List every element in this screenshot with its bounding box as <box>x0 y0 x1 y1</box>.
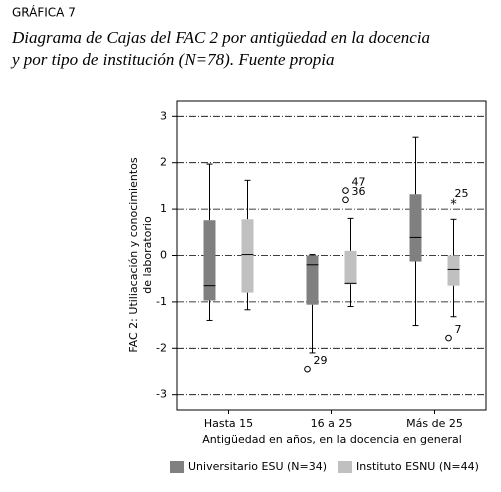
outlier-label: 25 <box>455 187 469 200</box>
outlier <box>304 365 311 373</box>
outlier <box>342 196 349 204</box>
chart-title: y por tipo de institución (N=78). Fuente… <box>10 50 334 69</box>
y-axis-label: FAC 2: Utiliacación y conocimientos <box>127 157 140 353</box>
y-tick-label: -1 <box>156 295 167 308</box>
legend-swatch <box>170 461 184 473</box>
box <box>409 194 422 262</box>
y-tick-label: 0 <box>160 249 167 262</box>
box <box>447 255 460 286</box>
outlier <box>342 187 349 194</box>
chart-title: Diagrama de Cajas del FAC 2 por antigüed… <box>11 28 430 47</box>
legend-label: Universitario ESU (N=34) <box>188 460 327 473</box>
y-tick-label: -2 <box>156 341 167 354</box>
y-tick-label: -3 <box>156 388 167 401</box>
y-tick-label: 2 <box>160 156 167 169</box>
y-tick-label: 1 <box>160 202 167 215</box>
box <box>203 220 216 301</box>
outlier <box>445 334 452 342</box>
box <box>241 219 254 293</box>
x-tick-label: 16 a 25 <box>311 417 353 430</box>
outlier-label: 7 <box>455 323 462 336</box>
plot-frame <box>176 100 487 411</box>
x-axis-label: Antigüedad en años, en la docencia en ge… <box>202 433 462 446</box>
y-axis-label: de laboratorio <box>141 216 154 294</box>
box <box>306 255 319 305</box>
box <box>344 250 357 285</box>
outlier-label: 47 <box>352 176 366 189</box>
legend-swatch <box>338 461 352 473</box>
x-tick-label: Más de 25 <box>406 417 463 430</box>
outlier-label: 29 <box>314 354 328 367</box>
x-tick-label: Hasta 15 <box>204 417 253 430</box>
legend-label: Instituto ESNU (N=44) <box>356 460 479 473</box>
y-tick-label: 3 <box>160 109 167 122</box>
outlier-label: 36 <box>352 185 366 198</box>
outlier: * <box>450 198 457 213</box>
figure-label: GRÁFICA 7 <box>12 5 76 20</box>
